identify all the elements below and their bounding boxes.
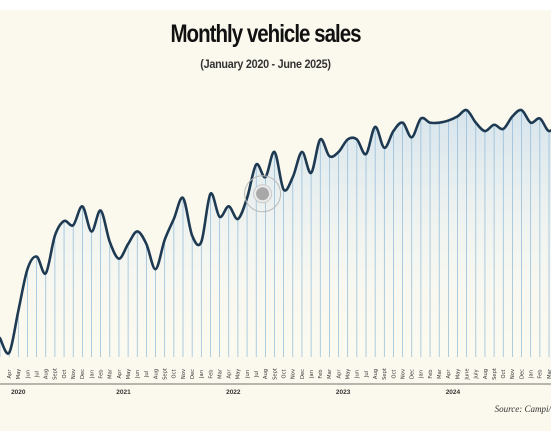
year-tick-label: 2020 (11, 389, 26, 396)
month-tick-label: Jun (355, 370, 361, 379)
month-tick-label: Dec (190, 369, 196, 379)
month-tick-label: Apr (446, 369, 452, 379)
month-tick-label: Nov (181, 369, 187, 379)
year-tick-label: 2022 (226, 389, 241, 396)
month-tick-label: Nov (400, 369, 406, 379)
month-tick-label: Oct (172, 370, 178, 379)
month-tick-label: Oct (62, 370, 68, 379)
highlight-dot (256, 187, 270, 201)
month-tick-label: Aug (483, 369, 489, 379)
month-labels: Apr May Jun Jul Aug Sept Oct Nov Dec Jan Feb Mar Apr… (7, 368, 551, 381)
month-tick-label: Mar (437, 368, 443, 379)
month-tick-label: Jan (309, 370, 315, 379)
month-tick-label: Jun (135, 370, 141, 379)
month-tick-label: May (16, 369, 22, 380)
month-tick-label: Sept (53, 368, 59, 380)
month-tick-label: Apr (117, 369, 123, 379)
month-tick-label: Apr (227, 369, 233, 379)
month-tick-label: Jun (245, 370, 251, 379)
month-tick-label: July (474, 369, 480, 379)
month-tick-label: Dec (80, 369, 86, 379)
month-tick-label: Jan (199, 370, 205, 379)
month-tick-label: Feb (318, 369, 324, 379)
sales-line (0, 108, 551, 355)
year-tick-label: 2024 (446, 389, 461, 396)
month-tick-label: Jan (419, 370, 425, 379)
month-tick-label: Feb (538, 369, 544, 379)
month-tick-label: Sept (272, 368, 278, 380)
month-tick-label: Jul (364, 371, 370, 378)
month-tick-label: Jul (144, 371, 150, 378)
month-tick-label: Aug (373, 369, 379, 379)
month-tick-label: Aug (44, 369, 50, 379)
month-tick-label: Aug (263, 369, 269, 379)
month-tick-label: Oct (281, 370, 287, 379)
chart-source: Source: Campi/ (494, 404, 551, 414)
highlight-ring (244, 175, 282, 213)
month-tick-label: Apr (336, 369, 342, 379)
month-tick-label: Sept (492, 368, 498, 380)
month-tick-label: Feb (428, 369, 434, 379)
month-tick-label: Mar (217, 368, 223, 379)
month-tick-label: Feb (98, 369, 104, 379)
month-tick-label: Jan (89, 370, 95, 379)
month-tick-label: Mar (547, 368, 551, 379)
month-tick-label: May (126, 369, 132, 380)
month-tick-label: Nov (510, 369, 516, 379)
month-tick-label: Jul (254, 371, 260, 378)
month-tick-label: Dec (300, 369, 306, 379)
year-tick-label: 2023 (336, 389, 351, 396)
month-tick-label: Dec (519, 369, 525, 379)
month-tick-label: Jul (34, 371, 40, 378)
year-tick-label: 2021 (116, 389, 131, 396)
month-tick-label: Aug (153, 369, 159, 379)
month-tick-label: Nov (291, 369, 297, 379)
month-tick-label: Nov (71, 369, 77, 379)
month-tick-label: June (464, 368, 470, 380)
month-tick-label: Dec (410, 369, 416, 379)
sales-area (0, 109, 551, 357)
month-tick-label: Feb (208, 369, 214, 379)
month-tick-label: May (236, 369, 242, 380)
month-tick-label: Jan (529, 370, 535, 379)
month-tick-label: Jun (25, 370, 31, 379)
month-tick-label: Apr (7, 369, 13, 379)
month-tick-label: Mar (327, 368, 333, 379)
month-tick-label: Oct (391, 370, 397, 379)
month-tick-label: May (455, 369, 461, 380)
chart-subtitle: (January 2020 - June 2025) (200, 57, 331, 71)
chart-title: Monthly vehicle sales (170, 20, 361, 48)
month-tick-label: Oct (501, 370, 507, 379)
month-tick-label: Sept (163, 368, 169, 380)
month-tick-label: Mar (108, 368, 114, 379)
month-tick-label: Sept (382, 368, 388, 380)
month-tick-label: May (346, 369, 352, 380)
